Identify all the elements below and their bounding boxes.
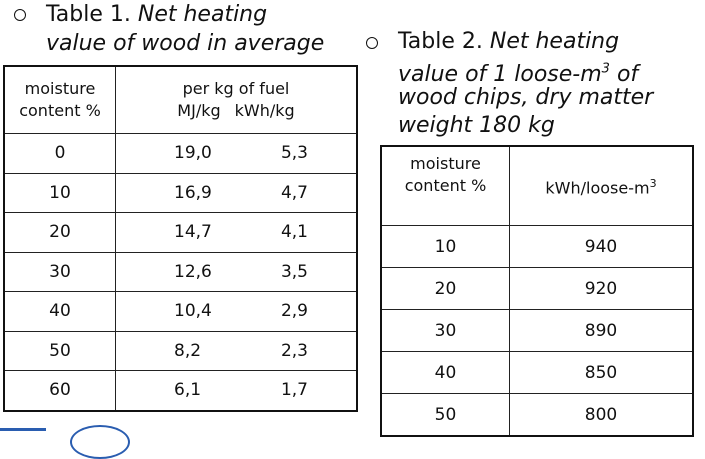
- table2-header-moisture-line2: content %: [404, 176, 487, 195]
- table1-caption-line2: value of wood in average: [46, 32, 324, 56]
- table1-cell-kwh: 3,5: [280, 261, 308, 282]
- table1-caption-title-2: value of wood in average: [46, 31, 325, 56]
- table1-cell-moisture: 50: [3, 330, 116, 371]
- decorative-bar: [0, 428, 46, 431]
- table1-cell-mj: 19,0: [174, 143, 212, 164]
- table1-cell-moisture: 60: [3, 370, 116, 411]
- table1-header-kwh: kWh/kg: [234, 101, 295, 120]
- table-row: 10 940: [380, 225, 694, 268]
- table2-header-moisture-line1: moisture: [410, 154, 481, 173]
- table-row: 50 800: [380, 393, 694, 437]
- table-row: 40 850: [380, 351, 694, 394]
- table-row: 20 14,7 4,1: [3, 212, 358, 253]
- table1-header-row: moisture content % per kg of fuel MJ/kg …: [3, 65, 358, 134]
- table1-cell-mj: 10,4: [174, 301, 212, 322]
- table1-cell-values: 14,7 4,1: [115, 212, 358, 253]
- table2-caption-line1: Net heating: [489, 29, 620, 54]
- table2-header-kwh: kWh/loose-m3: [509, 145, 694, 226]
- table2-header-moisture: moisture content %: [380, 145, 510, 226]
- table1-cell-moisture: 30: [3, 251, 116, 292]
- table2-cell-value: 850: [509, 351, 694, 394]
- table1-cell-mj: 16,9: [174, 182, 212, 203]
- table2-cell-value: 920: [509, 267, 694, 310]
- table-row: 40 10,4 2,9: [3, 291, 358, 332]
- table-row: 30 890: [380, 309, 694, 352]
- table1-header-per-kg: per kg of fuel MJ/kg kWh/kg: [115, 65, 358, 134]
- table1-cell-values: 10,4 2,9: [115, 291, 358, 332]
- decorative-arc: [70, 425, 130, 459]
- table1-cell-values: 12,6 3,5: [115, 251, 358, 292]
- table2-caption-prefix: Table 2.: [398, 29, 483, 54]
- table1-cell-values: 8,2 2,3: [115, 330, 358, 371]
- table2-caption-sup: 3: [601, 62, 610, 77]
- table1-cell-values: 6,1 1,7: [115, 370, 358, 411]
- table2-caption: Table 2. Net heating: [398, 30, 619, 54]
- table1-header-moisture-line2: content %: [19, 101, 101, 120]
- table2-caption-line2: value of 1 loose-m3 of: [398, 58, 638, 87]
- table2-header-row: moisture content % kWh/loose-m3: [380, 145, 694, 226]
- table2-cell-value: 940: [509, 225, 694, 268]
- table1-cell-values: 19,0 5,3: [115, 133, 358, 174]
- table1-cell-kwh: 4,1: [280, 222, 308, 243]
- table1-cell-moisture: 40: [3, 291, 116, 332]
- table1-caption-prefix: Table 1.: [46, 2, 131, 27]
- table1-caption: Table 1. Net heating: [46, 3, 267, 27]
- table2-cell-value: 890: [509, 309, 694, 352]
- table1-cell-moisture: 10: [3, 172, 116, 213]
- table1-header-per-kg-title: per kg of fuel: [182, 79, 290, 98]
- table2-caption-line2a: value of 1 loose-m: [398, 62, 602, 88]
- table2-cell-moisture: 10: [380, 225, 510, 268]
- table2-cell-moisture: 50: [380, 393, 510, 437]
- table1-cell-kwh: 5,3: [280, 143, 308, 164]
- table2-cell-moisture: 20: [380, 267, 510, 310]
- table1-cell-mj: 8,2: [174, 340, 202, 361]
- bullet-icon: [14, 9, 26, 21]
- table1-cell-moisture: 20: [3, 212, 116, 253]
- table2-cell-moisture: 40: [380, 351, 510, 394]
- table1-cell-moisture: 0: [3, 133, 116, 174]
- table-row: 30 12,6 3,5: [3, 251, 358, 292]
- table1-cell-kwh: 2,9: [280, 301, 308, 322]
- table2-cell-moisture: 30: [380, 309, 510, 352]
- table2-header-kwh-text: kWh/loose-m: [545, 178, 650, 198]
- table2-caption-line2b: of: [609, 62, 639, 88]
- table1-cell-kwh: 2,3: [280, 340, 308, 361]
- table1-header-mj: MJ/kg: [177, 101, 221, 120]
- table2-cell-value: 800: [509, 393, 694, 437]
- table2-caption-line3-text: wood chips, dry matter: [398, 85, 654, 110]
- table1-cell-mj: 6,1: [174, 380, 202, 401]
- table2-caption-line4-text: weight 180 kg: [398, 113, 555, 138]
- table1-caption-title-1: Net heating: [137, 2, 268, 27]
- table2: moisture content % kWh/loose-m3 10 940 20…: [380, 145, 694, 437]
- table1-cell-kwh: 4,7: [280, 182, 308, 203]
- table1-cell-kwh: 1,7: [280, 380, 308, 401]
- bullet-icon: [366, 37, 378, 49]
- table-row: 10 16,9 4,7: [3, 172, 358, 213]
- table1: moisture content % per kg of fuel MJ/kg …: [3, 65, 358, 412]
- table2-caption-line4: weight 180 kg: [398, 114, 555, 138]
- table-row: 20 920: [380, 267, 694, 310]
- table1-header-moisture: moisture content %: [3, 65, 116, 134]
- table-row: 60 6,1 1,7: [3, 370, 358, 411]
- table-row: 50 8,2 2,3: [3, 330, 358, 371]
- table1-cell-values: 16,9 4,7: [115, 172, 358, 213]
- table-row: 0 19,0 5,3: [3, 133, 358, 174]
- table1-cell-mj: 14,7: [174, 222, 212, 243]
- table1-cell-mj: 12,6: [174, 261, 212, 282]
- table2-header-kwh-sup: 3: [649, 176, 657, 190]
- table2-caption-line3: wood chips, dry matter: [398, 86, 653, 110]
- table1-header-moisture-line1: moisture: [24, 79, 96, 98]
